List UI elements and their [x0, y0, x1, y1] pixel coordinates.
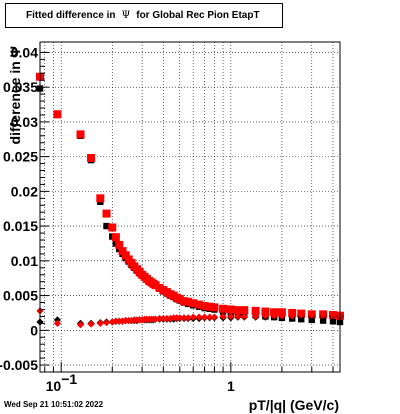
y-tick-label: 0.005	[3, 288, 38, 304]
data-point	[200, 302, 209, 310]
data-point	[180, 314, 188, 322]
x-tick-label: 1	[227, 378, 235, 394]
data-point	[210, 313, 219, 321]
data-point	[329, 311, 337, 319]
data-point	[118, 317, 127, 325]
data-point	[103, 222, 110, 230]
data-point	[319, 311, 327, 319]
data-point	[308, 311, 316, 319]
chart-title-suffix: for Global Rec Pion EtapT	[136, 10, 260, 21]
data-point	[240, 306, 249, 315]
data-point	[115, 240, 124, 249]
data-point	[261, 312, 270, 320]
data-point	[180, 297, 189, 306]
data-point	[195, 300, 204, 309]
data-point	[176, 314, 184, 322]
axis-ticks	[40, 51, 334, 372]
data-point	[234, 312, 242, 321]
y-tick-label: 0.01	[11, 253, 38, 269]
y-tick-label: 0.015	[3, 218, 38, 234]
data-point	[219, 312, 227, 321]
data-point	[155, 314, 164, 323]
data-point	[102, 319, 111, 327]
data-point	[76, 130, 85, 139]
data-point	[96, 194, 105, 203]
data-markers	[36, 72, 344, 329]
data-point	[184, 314, 192, 322]
plot-frame	[39, 41, 341, 373]
series-2	[36, 72, 344, 320]
data-point	[189, 313, 197, 321]
y-tick-label: -0.005	[0, 357, 38, 373]
data-point	[226, 305, 235, 314]
data-point	[87, 154, 96, 163]
data-point	[210, 303, 219, 312]
data-point	[195, 313, 203, 321]
data-point	[184, 297, 193, 306]
data-point	[96, 319, 104, 327]
y-tick-label: 0.035	[3, 79, 38, 95]
data-point	[227, 312, 235, 321]
axis-tick-labels: -0.005 0 0.005 0.01 0.015 0.02 0.025 0.03 0.035 0…	[0, 44, 235, 394]
data-point	[200, 313, 209, 321]
data-point	[53, 319, 62, 327]
data-point	[206, 313, 214, 321]
x-axis-title: pT/|q| (GeV/c)	[249, 397, 339, 413]
y-tick-label: 0.02	[11, 183, 38, 199]
y-tick-label: 0.025	[3, 149, 38, 165]
y-tick-label: 0.04	[11, 44, 38, 60]
chart-title-symbol: Ψ	[121, 10, 131, 21]
y-tick-label: 0.03	[11, 114, 38, 130]
data-point	[76, 321, 85, 329]
data-point	[219, 304, 228, 313]
y-tick-label: 0	[30, 322, 38, 338]
data-point	[205, 302, 214, 311]
y-axis-title: difference in Ψ	[7, 46, 23, 144]
data-point	[111, 233, 120, 242]
x-tick-label-exponent: −1	[61, 371, 77, 387]
data-point	[233, 306, 242, 315]
series-4	[36, 307, 344, 329]
data-point	[252, 312, 260, 321]
data-point	[240, 312, 248, 321]
data-point	[288, 312, 296, 320]
data-point	[175, 295, 184, 304]
data-point	[102, 209, 111, 218]
series-1	[36, 85, 344, 326]
data-point	[261, 307, 270, 316]
data-point	[108, 223, 117, 232]
data-point	[278, 312, 286, 320]
data-point	[270, 312, 278, 320]
data-point	[118, 247, 127, 256]
data-point	[297, 311, 305, 319]
plot-grid	[40, 42, 340, 372]
data-point	[329, 318, 337, 325]
data-point	[121, 251, 130, 260]
data-point	[87, 320, 95, 328]
chart-title-prefix: Fitted difference in	[26, 10, 116, 21]
data-point	[151, 315, 160, 323]
data-point	[319, 317, 327, 324]
data-point	[251, 306, 260, 315]
data-point	[189, 299, 198, 308]
x-tick-label: 10	[46, 378, 62, 394]
timestamp: Wed Sep 21 10:51:02 2022	[4, 400, 104, 409]
data-point	[53, 110, 62, 119]
chart-title: Fitted difference in Ψ for Global Rec Pi…	[5, 3, 283, 28]
